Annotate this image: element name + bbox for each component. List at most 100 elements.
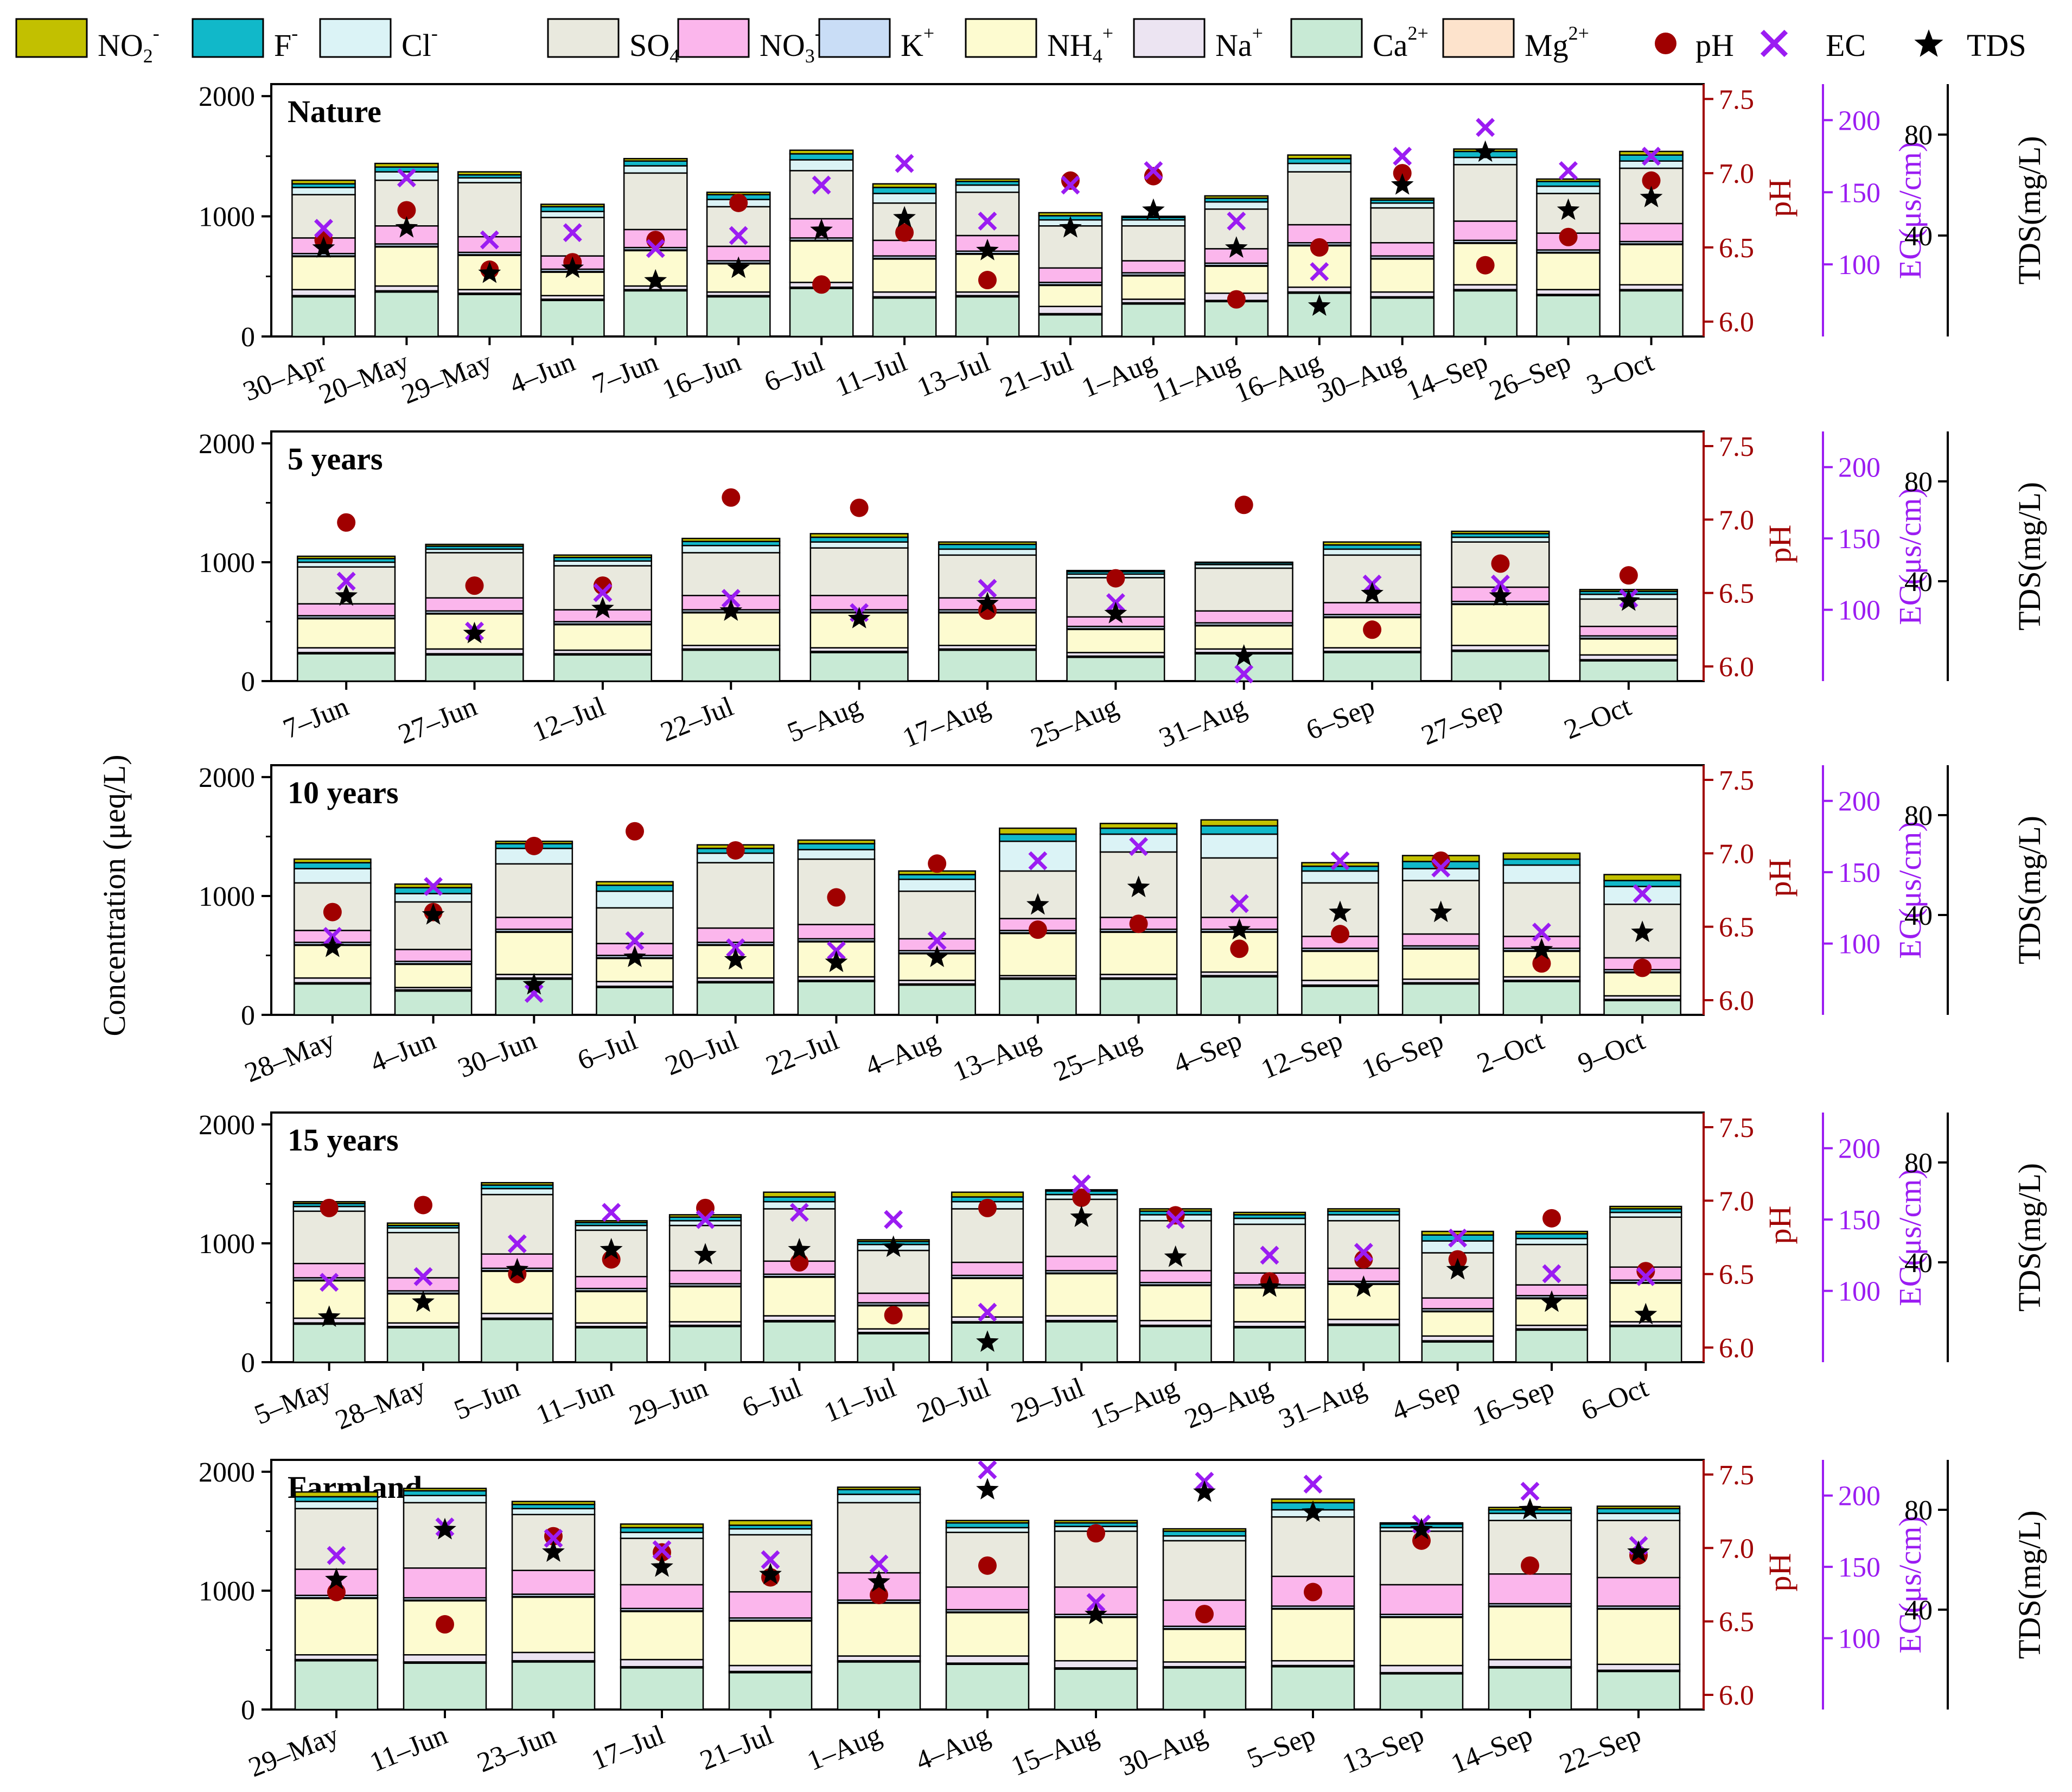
bar-segment-NO2 bbox=[955, 178, 1020, 182]
bar-segment-Ca bbox=[403, 1662, 487, 1711]
stacked-bar bbox=[403, 1488, 487, 1711]
bar-segment-Ca bbox=[763, 1321, 836, 1363]
ec-point bbox=[1448, 1228, 1468, 1248]
tds-point bbox=[976, 238, 999, 260]
panel-15-years: 0 1000 2000 6.0 6.5 7.0 7.5 pH 100 150 200 EC(μs/cm… bbox=[199, 1110, 2047, 1436]
bar-segment-F bbox=[540, 206, 605, 212]
ph-point bbox=[827, 888, 846, 907]
tds-point bbox=[847, 607, 871, 628]
x-axis-tick-label: 21–Jul bbox=[696, 1719, 777, 1776]
bar-segment-Ca bbox=[1139, 1326, 1212, 1363]
bar-segment-Ca bbox=[1609, 1326, 1682, 1363]
bar-segment-Na bbox=[297, 647, 396, 653]
bar-segment-Ca bbox=[1502, 981, 1581, 1016]
bar-segment-Cl bbox=[596, 890, 674, 909]
bar-segment-SO4 bbox=[495, 863, 573, 918]
tds-point bbox=[882, 1235, 905, 1257]
bar-segment-Ca bbox=[623, 290, 688, 338]
bar-segment-F bbox=[1515, 1233, 1589, 1240]
x-axis-tick-label: 7–Jun bbox=[279, 691, 353, 745]
ph-axis-tick-label: 7.0 bbox=[1719, 1186, 1754, 1217]
bar-segment-NO2 bbox=[481, 1181, 554, 1186]
tds-point bbox=[1127, 875, 1150, 898]
ph-axis-tick-label: 7.0 bbox=[1719, 1533, 1754, 1564]
bar-segment-Na bbox=[1453, 284, 1518, 290]
x-axis-tick-label: 22–Jul bbox=[762, 1025, 843, 1082]
ec-point bbox=[1642, 147, 1661, 166]
ph-point bbox=[525, 836, 544, 855]
ec-point bbox=[895, 154, 914, 173]
tds-point bbox=[522, 973, 546, 995]
panel-title: 10 years bbox=[288, 775, 399, 810]
bar-segment-NH4 bbox=[668, 1285, 742, 1323]
bar-segment-NO2 bbox=[1287, 154, 1352, 160]
ph-point bbox=[320, 1198, 339, 1217]
ec-point bbox=[789, 1203, 809, 1222]
bar-segment-NO2 bbox=[1536, 178, 1601, 182]
bar-segment-Ca bbox=[837, 1661, 921, 1711]
bar-segment-SO4 bbox=[696, 862, 775, 929]
x-axis-tick-label: 28–May bbox=[240, 1025, 339, 1089]
bar-segment-NO2 bbox=[297, 555, 396, 560]
panel-title: 15 years bbox=[288, 1122, 399, 1158]
bar-segment-Cl bbox=[1099, 833, 1178, 853]
ph-point bbox=[928, 854, 947, 873]
bar-segment-Na bbox=[596, 981, 674, 987]
bar-segment-Ca bbox=[1233, 1327, 1306, 1363]
ph-point bbox=[337, 513, 356, 532]
tds-point bbox=[976, 592, 999, 614]
stacked-bar bbox=[1139, 1208, 1212, 1363]
legend-label-Na: Na+ bbox=[1215, 22, 1263, 63]
tds-point bbox=[1329, 900, 1351, 923]
ec-axis-title: EC(μs/cm) bbox=[1892, 1516, 1928, 1653]
ph-point bbox=[397, 201, 416, 220]
ec-axis-tick-label: 200 bbox=[1838, 453, 1880, 484]
ec-point bbox=[397, 168, 416, 188]
bar-segment-Na bbox=[1054, 1660, 1138, 1669]
ec-axis-tick-label: 150 bbox=[1838, 1552, 1880, 1583]
bar-segment-NO3 bbox=[1379, 1584, 1464, 1616]
x-axis-tick-label: 9–Oct bbox=[1573, 1025, 1649, 1079]
x-axis-tick-label: 4–Jun bbox=[505, 346, 579, 400]
bar-segment-F bbox=[945, 1522, 1030, 1529]
ph-point bbox=[1633, 958, 1652, 977]
bar-segment-Na bbox=[1327, 1318, 1400, 1325]
bar-segment-NO2 bbox=[1323, 541, 1422, 546]
bar-segment-F bbox=[898, 874, 976, 880]
bar-segment-Cl bbox=[294, 868, 372, 884]
bar-segment-NO2 bbox=[623, 158, 688, 162]
tds-axis-tick-label: 40 bbox=[1904, 900, 1933, 931]
bar-segment-F bbox=[596, 884, 674, 892]
bar-segment-Ca bbox=[809, 652, 909, 682]
bar-segment-Na bbox=[1596, 1663, 1681, 1671]
stacked-bar bbox=[1204, 195, 1269, 338]
stacked-bar bbox=[728, 1520, 813, 1711]
tds-point bbox=[694, 1243, 717, 1264]
bar-segment-Ca bbox=[425, 654, 524, 682]
bar-segment-Ca bbox=[1370, 297, 1435, 338]
bar-segment-Ca bbox=[1162, 1667, 1247, 1711]
ph-axis-title: pH bbox=[1762, 1206, 1797, 1244]
x-axis-tick-label: 23–Jun bbox=[473, 1719, 560, 1778]
bar-segment-F bbox=[374, 166, 439, 173]
bar-segment-NO3 bbox=[668, 1270, 742, 1285]
stacked-bar bbox=[394, 883, 473, 1016]
bar-segment-SO4 bbox=[857, 1249, 930, 1294]
stacked-bar bbox=[681, 537, 781, 682]
y-axis-title: Concentration (μeq/L) bbox=[97, 754, 132, 1036]
x-axis-tick-label: 13–Aug bbox=[949, 1025, 1045, 1088]
bar-segment-Na bbox=[1379, 1664, 1464, 1674]
bar-segment-SO4 bbox=[623, 172, 688, 231]
ph-point bbox=[323, 903, 342, 922]
bar-segment-Ca bbox=[797, 981, 876, 1016]
bar-segment-NO3 bbox=[951, 1261, 1024, 1276]
bar-segment-SO4 bbox=[1287, 171, 1352, 226]
x-axis-tick-label: 5–Aug bbox=[783, 691, 866, 748]
ec-axis-tick-label: 200 bbox=[1838, 1134, 1880, 1165]
x-axis-tick-label: 14–Sep bbox=[1402, 346, 1492, 406]
bar-segment-NO2 bbox=[797, 839, 876, 844]
ec-axis-tick-label: 100 bbox=[1838, 1624, 1880, 1655]
bar-segment-Na bbox=[763, 1315, 836, 1321]
bar-segment-SO4 bbox=[1502, 882, 1581, 937]
bar-segment-F bbox=[789, 153, 854, 161]
